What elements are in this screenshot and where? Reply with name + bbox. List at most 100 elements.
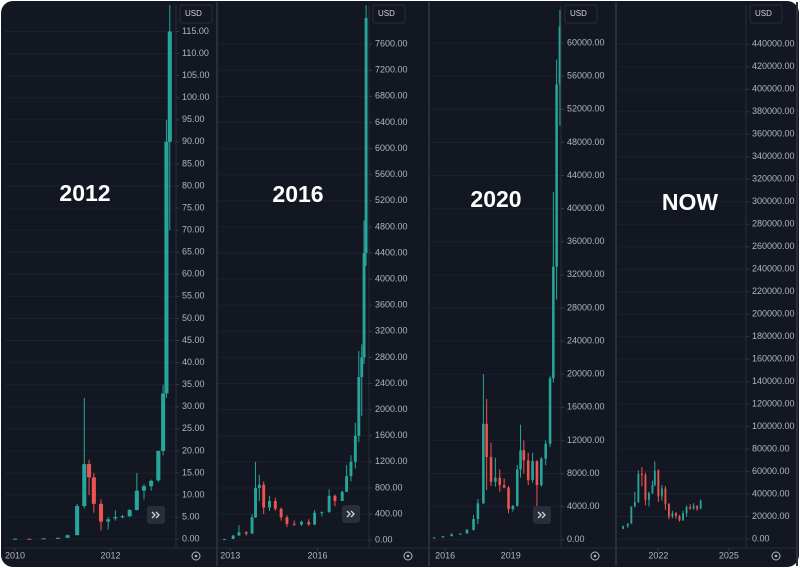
currency-box	[179, 4, 213, 24]
y-tick-label: 80000.00	[752, 443, 790, 453]
currency-label: USD	[570, 9, 587, 18]
y-tick-label: 36000.00	[567, 236, 605, 246]
candle-body	[279, 508, 283, 518]
candle-body	[164, 141, 169, 394]
y-tick-label: 40.00	[182, 357, 205, 367]
y-tick-label: 5200.00	[375, 195, 408, 205]
currency-label: USD	[755, 9, 772, 18]
candle-body	[257, 484, 261, 488]
candle-body	[254, 487, 257, 518]
y-tick-label: 240000.00	[752, 264, 795, 274]
candle-body	[106, 519, 111, 522]
settings-icon[interactable]	[403, 551, 413, 561]
scroll-button[interactable]	[147, 506, 165, 524]
y-tick-label: 32000.00	[567, 269, 605, 279]
settings-icon[interactable]	[590, 551, 600, 561]
y-tick-label: 400.00	[375, 508, 403, 518]
candle-body	[633, 501, 636, 507]
candle-body	[651, 485, 654, 493]
settings-icon[interactable]	[191, 551, 201, 561]
y-tick-label: 25.00	[182, 423, 205, 433]
y-tick-label: 0.00	[182, 534, 200, 544]
y-tick-label: 100.00	[182, 92, 210, 102]
y-tick-label: 3200.00	[375, 326, 408, 336]
candle-body	[362, 253, 366, 358]
y-tick-label: 50.00	[182, 313, 205, 323]
panel-title: 2012	[59, 180, 110, 206]
y-tick-label: 48000.00	[567, 137, 605, 147]
candle-body	[657, 470, 660, 497]
candle-body	[432, 537, 436, 539]
candle-body	[161, 393, 166, 451]
settings-icon[interactable]	[771, 551, 781, 561]
candles	[432, 9, 561, 539]
y-tick-label: 15.00	[182, 467, 205, 477]
y-tick-label: 120000.00	[752, 398, 795, 408]
candle-body	[502, 485, 506, 488]
x-tick-label: 2025	[719, 550, 739, 560]
y-tick-label: 2400.00	[375, 378, 408, 388]
y-tick-label: 360000.00	[752, 129, 795, 139]
candle-body	[113, 517, 118, 519]
x-tick-label: 2013	[220, 550, 240, 560]
y-tick-label: 30.00	[182, 401, 205, 411]
candle-body	[268, 501, 271, 508]
candle-body	[364, 18, 368, 254]
candle-body	[340, 491, 344, 502]
y-tick-label: 115.00	[182, 26, 209, 36]
candle-body	[345, 476, 349, 492]
scroll-icon	[537, 511, 546, 519]
candle-body	[548, 378, 552, 444]
candle-body	[653, 470, 656, 486]
y-tick-label: 45.00	[182, 335, 205, 345]
y-tick-label: 12000.00	[567, 435, 605, 445]
settings-dot	[593, 554, 597, 558]
candle-body	[682, 513, 684, 521]
y-tick-label: 60000.00	[567, 37, 605, 47]
candle-body	[507, 487, 510, 510]
panel-title: 2016	[272, 181, 323, 207]
candle-body	[535, 461, 539, 486]
candle-body	[531, 461, 534, 481]
scroll-button[interactable]	[342, 505, 360, 523]
candle-body	[349, 461, 353, 477]
candle-body	[87, 464, 92, 478]
candle-body	[300, 521, 303, 525]
candle-body	[678, 515, 681, 521]
candle-body	[41, 538, 46, 540]
candle-body	[640, 473, 643, 475]
y-tick-label: 200000.00	[752, 309, 795, 319]
y-tick-label: 4400.00	[375, 247, 408, 257]
candle-body	[237, 532, 241, 536]
y-tick-label: 40000.00	[752, 488, 790, 498]
y-tick-label: 260000.00	[752, 241, 795, 251]
y-tick-label: 4000.00	[567, 501, 600, 511]
y-tick-label: 20000.00	[752, 511, 790, 521]
candle-body	[75, 506, 80, 536]
y-tick-label: 140000.00	[752, 376, 795, 386]
candle-body	[476, 503, 480, 520]
x-tick-label: 2016	[307, 550, 327, 560]
currency-label: USD	[185, 9, 202, 18]
candle-body	[222, 538, 226, 540]
candle-body	[494, 477, 497, 482]
candle-body	[664, 488, 667, 505]
candle-body	[13, 538, 18, 540]
candle-body	[515, 469, 519, 506]
y-tick-label: 6800.00	[375, 91, 408, 101]
candle-body	[98, 503, 104, 522]
candle-body	[522, 450, 526, 461]
y-tick-label: 440000.00	[752, 39, 795, 49]
candle-body	[250, 517, 254, 534]
candle-body	[307, 521, 311, 525]
candle-body	[675, 513, 677, 516]
settings-dot	[406, 554, 410, 558]
candle-body	[244, 532, 248, 534]
y-tick-label: 5600.00	[375, 169, 408, 179]
scroll-button[interactable]	[533, 506, 551, 524]
candle-body	[149, 480, 154, 487]
y-tick-label: 6400.00	[375, 117, 408, 127]
candle-body	[668, 504, 670, 517]
candle-body	[637, 473, 640, 502]
